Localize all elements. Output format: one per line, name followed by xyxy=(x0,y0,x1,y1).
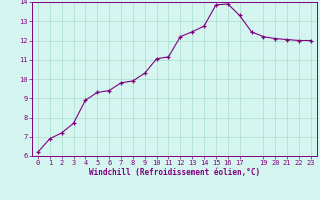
X-axis label: Windchill (Refroidissement éolien,°C): Windchill (Refroidissement éolien,°C) xyxy=(89,168,260,177)
